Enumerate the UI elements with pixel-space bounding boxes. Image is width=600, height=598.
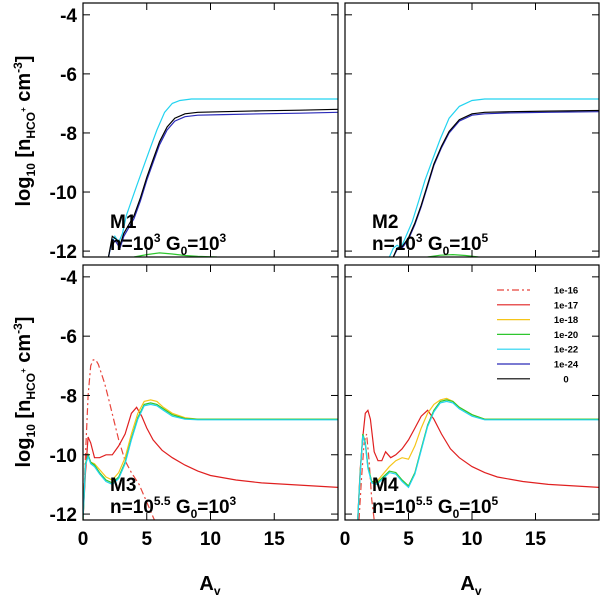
panel-name: M1 <box>110 212 137 233</box>
x-tick-label: 5 <box>141 529 152 550</box>
panel-params: n=103 G0=105 <box>372 231 489 258</box>
legend-label: 1e-20 <box>554 330 578 341</box>
x-tick-label: 10 <box>200 529 221 550</box>
y-tick-label: -6 <box>60 327 77 348</box>
series-line-1e-22 <box>83 403 338 520</box>
legend-label: 1e-16 <box>554 286 578 297</box>
x-tick-label: 5 <box>403 529 414 550</box>
y-tick-label: -4 <box>60 6 77 27</box>
panel-m3: 0 5 10 15 -4 -6 -8 -10 -12 M3n=105.5 G0=103 <box>50 264 339 550</box>
panels: -4 -6 -8 -10 -12 M1n=103 G0=103 M2n=103 G0=105… <box>50 2 600 550</box>
x-tick-label: 10 <box>461 529 482 550</box>
y-tick-label: -4 <box>60 268 77 289</box>
panel-m4: 0 5 10 15 M4n=105.5 G0=105 <box>340 264 600 550</box>
series-line-0 <box>107 108 338 257</box>
series-line-1e-17 <box>83 406 338 520</box>
series-line-1e-20 <box>427 253 479 257</box>
series-line-1e-17 <box>357 409 599 520</box>
panel-m2: M2n=103 G0=105 <box>344 2 600 258</box>
y-tick-label: -6 <box>60 65 77 86</box>
y-tick-label: -10 <box>50 183 77 204</box>
x-axis-title-left: Av <box>199 573 220 598</box>
y-tick-label: -8 <box>60 124 77 145</box>
series-group <box>357 397 599 520</box>
y-tick-label: -12 <box>50 505 77 526</box>
y-axis-title-top: log10 [nHCO+ cm-3] <box>11 56 38 207</box>
x-axis-title-right: Av <box>460 573 481 598</box>
y-tick-label: -10 <box>50 446 77 467</box>
x-tick-label: 0 <box>78 529 89 550</box>
panel-m1: -4 -6 -8 -10 -12 M1n=103 G0=103 <box>50 2 339 263</box>
y-tick-label: -8 <box>60 386 77 407</box>
x-tick-label: 0 <box>340 529 351 550</box>
y-axis-title-text: log10 [nHCO+ cm-3] <box>11 317 38 468</box>
series-group <box>83 359 338 520</box>
y-axis-title-text: log10 [nHCO+ cm-3] <box>11 56 38 207</box>
legend: 1e-16 1e-17 1e-18 1e-20 1e-22 1e-24 0 <box>497 286 579 385</box>
panel-name: M4 <box>372 475 399 496</box>
legend-label: 0 <box>563 374 568 385</box>
panel-params: n=105.5 G0=105 <box>372 494 499 521</box>
series-line-1e-22 <box>357 400 599 520</box>
y-tick-label: -12 <box>50 242 77 263</box>
x-tick-label: 15 <box>525 529 547 550</box>
legend-label: 1e-18 <box>554 315 578 326</box>
series-line-1e-16 <box>83 359 155 520</box>
panel-params: n=105.5 G0=103 <box>110 494 237 521</box>
panel-name: M3 <box>110 475 136 496</box>
x-tick-label: 15 <box>264 529 286 550</box>
legend-label: 1e-17 <box>554 300 578 311</box>
series-group <box>388 98 599 257</box>
legend-label: 1e-24 <box>554 360 579 371</box>
y-axis-title-bottom: log10 [nHCO+ cm-3] <box>11 317 38 468</box>
series-line-1e-24 <box>107 111 338 257</box>
series-line-1e-16 <box>358 433 375 520</box>
legend-label: 1e-22 <box>554 345 578 356</box>
panel-name: M2 <box>372 212 398 233</box>
panel-params: n=103 G0=103 <box>110 231 227 258</box>
series-line-0 <box>392 109 599 257</box>
